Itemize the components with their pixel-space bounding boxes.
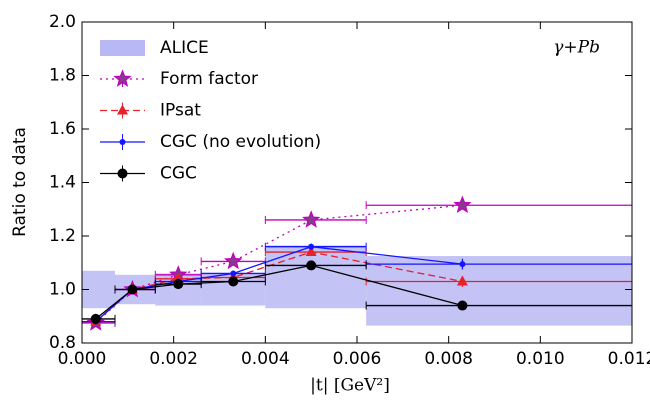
x-tick-label: 0.012 [608, 349, 650, 369]
y-tick-label: 2.0 [49, 12, 76, 32]
x-tick-label: 0.000 [58, 349, 107, 369]
legend-label: CGC (no evolution) [160, 132, 321, 152]
series-line [95, 204, 463, 324]
marker [117, 104, 128, 115]
marker [308, 243, 315, 250]
x-axis-label: |t| [GeV²] [310, 376, 390, 396]
marker [119, 139, 126, 145]
x-tick-label: 0.004 [241, 349, 290, 369]
marker [228, 276, 239, 287]
x-tick-label: 0.010 [516, 349, 565, 369]
marker [230, 270, 237, 277]
marker [117, 168, 128, 179]
legend-label: IPsat [160, 101, 201, 121]
y-axis-label: Ratio to data [10, 127, 30, 237]
marker [457, 300, 468, 311]
x-tick-label: 0.006 [333, 349, 382, 369]
marker [459, 261, 466, 268]
y-tick-label: 1.6 [49, 119, 76, 139]
marker [306, 260, 317, 271]
legend-label: CGC [160, 164, 197, 184]
y-tick-label: 1.4 [49, 173, 76, 193]
marker [302, 210, 321, 228]
series-line [95, 251, 463, 323]
marker [90, 313, 101, 324]
marker [453, 195, 472, 214]
marker [224, 251, 243, 270]
marker [113, 69, 132, 87]
marker [173, 279, 184, 290]
marker [305, 246, 317, 257]
y-tick-label: 1.2 [49, 226, 76, 246]
y-tick-label: 1.8 [49, 66, 76, 86]
legend-label: ALICE [160, 38, 209, 58]
annotation: γ+Pb [553, 38, 600, 58]
series-line [95, 264, 463, 320]
legend: ALICE Form factor IPsat CGC (no evolution) C… [100, 38, 321, 184]
legend-swatch [100, 40, 145, 56]
y-tick-label: 0.8 [49, 333, 76, 353]
legend-label: Form factor [160, 69, 258, 89]
marker [456, 275, 468, 286]
x-tick-label: 0.008 [424, 349, 473, 369]
marker [127, 284, 138, 295]
band-box [366, 256, 632, 326]
y-tick-label: 1.0 [49, 280, 76, 300]
x-tick-label: 0.002 [149, 349, 198, 369]
